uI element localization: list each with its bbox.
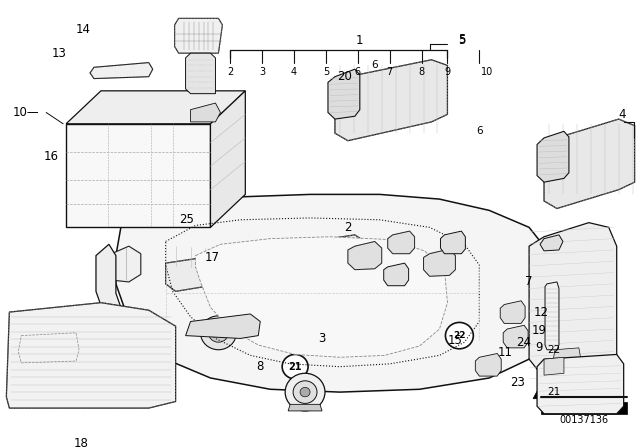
Polygon shape: [166, 235, 365, 291]
Text: 21: 21: [547, 387, 561, 397]
Polygon shape: [537, 354, 623, 414]
Polygon shape: [175, 18, 223, 53]
Text: 25: 25: [179, 213, 194, 226]
Circle shape: [84, 211, 88, 215]
Circle shape: [300, 388, 310, 397]
Text: 5: 5: [323, 67, 329, 77]
Text: 10—: 10—: [13, 106, 40, 119]
Text: 21: 21: [289, 362, 302, 372]
Circle shape: [200, 316, 236, 350]
Polygon shape: [424, 249, 456, 276]
Polygon shape: [335, 60, 447, 141]
Polygon shape: [191, 103, 220, 122]
Polygon shape: [544, 119, 635, 208]
Polygon shape: [503, 325, 528, 348]
Polygon shape: [328, 69, 360, 119]
Polygon shape: [384, 263, 408, 286]
Polygon shape: [476, 353, 501, 376]
Text: 2: 2: [227, 67, 234, 77]
Text: 4: 4: [291, 67, 297, 77]
Text: 5: 5: [458, 33, 465, 46]
Text: 23: 23: [509, 376, 525, 389]
Polygon shape: [529, 223, 617, 388]
Text: 9: 9: [535, 341, 543, 354]
Text: 2: 2: [344, 221, 351, 234]
Polygon shape: [533, 388, 547, 399]
Polygon shape: [116, 194, 544, 392]
Text: 7: 7: [525, 276, 533, 289]
Polygon shape: [440, 231, 465, 254]
Text: 3: 3: [259, 67, 266, 77]
Polygon shape: [553, 348, 581, 370]
Text: 22: 22: [453, 331, 466, 340]
Text: 8: 8: [419, 67, 424, 77]
Polygon shape: [90, 63, 153, 78]
Polygon shape: [388, 231, 415, 254]
Text: 20: 20: [337, 70, 353, 83]
Circle shape: [50, 372, 62, 383]
Text: 8: 8: [257, 360, 264, 373]
Polygon shape: [6, 303, 175, 408]
Text: 19: 19: [532, 324, 547, 337]
Circle shape: [188, 164, 193, 168]
Text: 22: 22: [547, 345, 561, 355]
Text: 15: 15: [448, 334, 463, 347]
Polygon shape: [186, 53, 216, 94]
Polygon shape: [288, 405, 322, 411]
Text: 12: 12: [534, 306, 548, 319]
Text: 11: 11: [498, 346, 513, 359]
Polygon shape: [540, 235, 563, 251]
Circle shape: [337, 87, 351, 100]
Polygon shape: [545, 282, 559, 350]
Text: 10: 10: [481, 67, 493, 77]
Circle shape: [84, 155, 88, 159]
Polygon shape: [196, 237, 447, 357]
Text: 16: 16: [44, 150, 59, 163]
Text: 7: 7: [387, 67, 393, 77]
Polygon shape: [500, 301, 525, 323]
Text: 17: 17: [205, 251, 220, 264]
Text: 4: 4: [618, 108, 625, 121]
Polygon shape: [66, 91, 245, 124]
Circle shape: [214, 329, 223, 336]
Text: 3: 3: [318, 332, 326, 345]
Polygon shape: [66, 124, 211, 227]
Polygon shape: [541, 401, 627, 414]
Circle shape: [84, 192, 88, 197]
Polygon shape: [544, 357, 564, 375]
Polygon shape: [537, 131, 569, 182]
Circle shape: [84, 173, 88, 178]
Text: 9: 9: [444, 67, 451, 77]
Circle shape: [282, 354, 308, 379]
Circle shape: [188, 183, 193, 187]
Text: 14: 14: [76, 23, 90, 36]
Circle shape: [285, 373, 325, 411]
Polygon shape: [348, 241, 381, 270]
Polygon shape: [186, 314, 260, 338]
Text: 6: 6: [371, 60, 378, 70]
Polygon shape: [96, 244, 156, 359]
Text: 13: 13: [52, 47, 67, 60]
Text: 6: 6: [476, 126, 483, 136]
Text: 1: 1: [356, 34, 364, 47]
Circle shape: [84, 136, 88, 140]
Polygon shape: [211, 91, 245, 227]
Circle shape: [209, 323, 228, 342]
Circle shape: [188, 145, 193, 150]
Circle shape: [293, 381, 317, 403]
Text: 24: 24: [516, 336, 532, 349]
Polygon shape: [103, 246, 141, 282]
Text: 6: 6: [355, 67, 361, 77]
Text: 5: 5: [458, 34, 465, 47]
Text: 18: 18: [74, 437, 88, 448]
Circle shape: [546, 150, 560, 164]
Circle shape: [445, 323, 474, 349]
Text: 00137136: 00137136: [559, 415, 609, 425]
